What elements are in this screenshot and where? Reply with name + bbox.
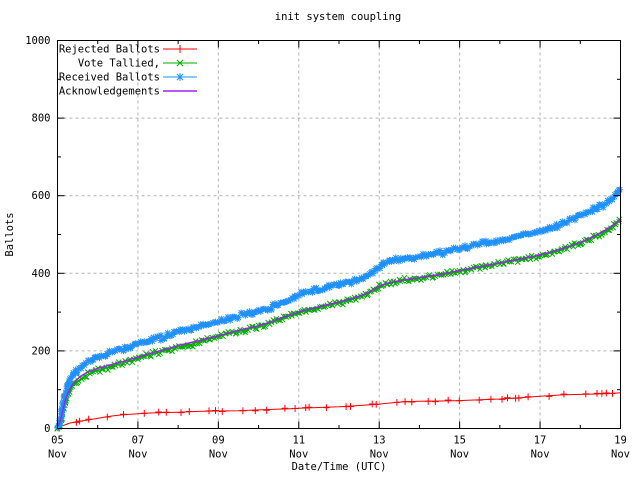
y-axis-label: Ballots [4, 212, 16, 256]
x-tick-day: 19 [614, 435, 627, 447]
x-tick-month: Nov [370, 449, 389, 461]
series-markers-vote-tallied [54, 216, 623, 432]
x-tick-day: 17 [534, 435, 547, 447]
x-tick-day: 13 [373, 435, 386, 447]
x-tick-day: 05 [51, 435, 64, 447]
x-axis-label: Date/Time (UTC) [292, 461, 387, 473]
y-tick-label: 400 [32, 268, 51, 280]
series-markers-received-ballots [54, 186, 623, 431]
series-acknowledgements [56, 218, 621, 427]
legend-label: Received Ballots [59, 72, 160, 84]
y-tick-label: 1000 [25, 35, 50, 47]
x-tick-month: Nov [450, 449, 469, 461]
legend-item-vote-tallied: Vote Tallied, [78, 58, 197, 70]
legend-item-acknowledgements: Acknowledgements [59, 86, 197, 98]
chart-title: init system coupling [275, 11, 401, 23]
y-tick-label: 600 [32, 190, 51, 202]
legend-sample-marker [176, 45, 184, 53]
legend-item-rejected-ballots: Rejected Ballots [59, 44, 197, 56]
series-received-ballots [54, 186, 623, 431]
legend-item-received-ballots: Received Ballots [59, 72, 197, 84]
axis-ticks [57, 40, 621, 429]
x-tick-day: 07 [132, 435, 145, 447]
legend: Rejected Ballots Vote Tallied, Received Ba… [59, 44, 197, 98]
y-tick-label: 0 [44, 423, 50, 435]
series-rejected-ballots [55, 389, 621, 432]
x-tick-day: 11 [292, 435, 305, 447]
series-vote-tallied [54, 216, 623, 432]
x-tick-month: Nov [209, 449, 228, 461]
x-tick-day: 09 [212, 435, 225, 447]
y-tick-label: 200 [32, 345, 51, 357]
legend-label: Vote Tallied, [78, 58, 160, 70]
series-line-vote-tallied [57, 219, 621, 429]
series-line-acknowledgements [56, 218, 621, 427]
x-tick-month: Nov [48, 449, 67, 461]
data-series [54, 186, 623, 432]
legend-label: Acknowledgements [59, 86, 160, 98]
series-line-received-ballots [57, 188, 621, 428]
series-markers-rejected-ballots [55, 389, 616, 432]
legend-sample-marker [176, 73, 184, 81]
x-tick-month: Nov [128, 449, 147, 461]
x-tick-month: Nov [289, 449, 308, 461]
x-tick-month: Nov [531, 449, 550, 461]
x-tick-month: Nov [611, 449, 630, 461]
legend-sample-marker [176, 59, 184, 67]
y-tick-label: 800 [32, 113, 51, 125]
series-line-rejected-ballots [57, 392, 621, 429]
axis-tick-labels: 0 200 400 600 800 1000 05 Nov 07 Nov 09 Nov 11 Nov 13 N… [25, 35, 630, 461]
x-tick-day: 15 [453, 435, 466, 447]
legend-label: Rejected Ballots [59, 44, 160, 56]
